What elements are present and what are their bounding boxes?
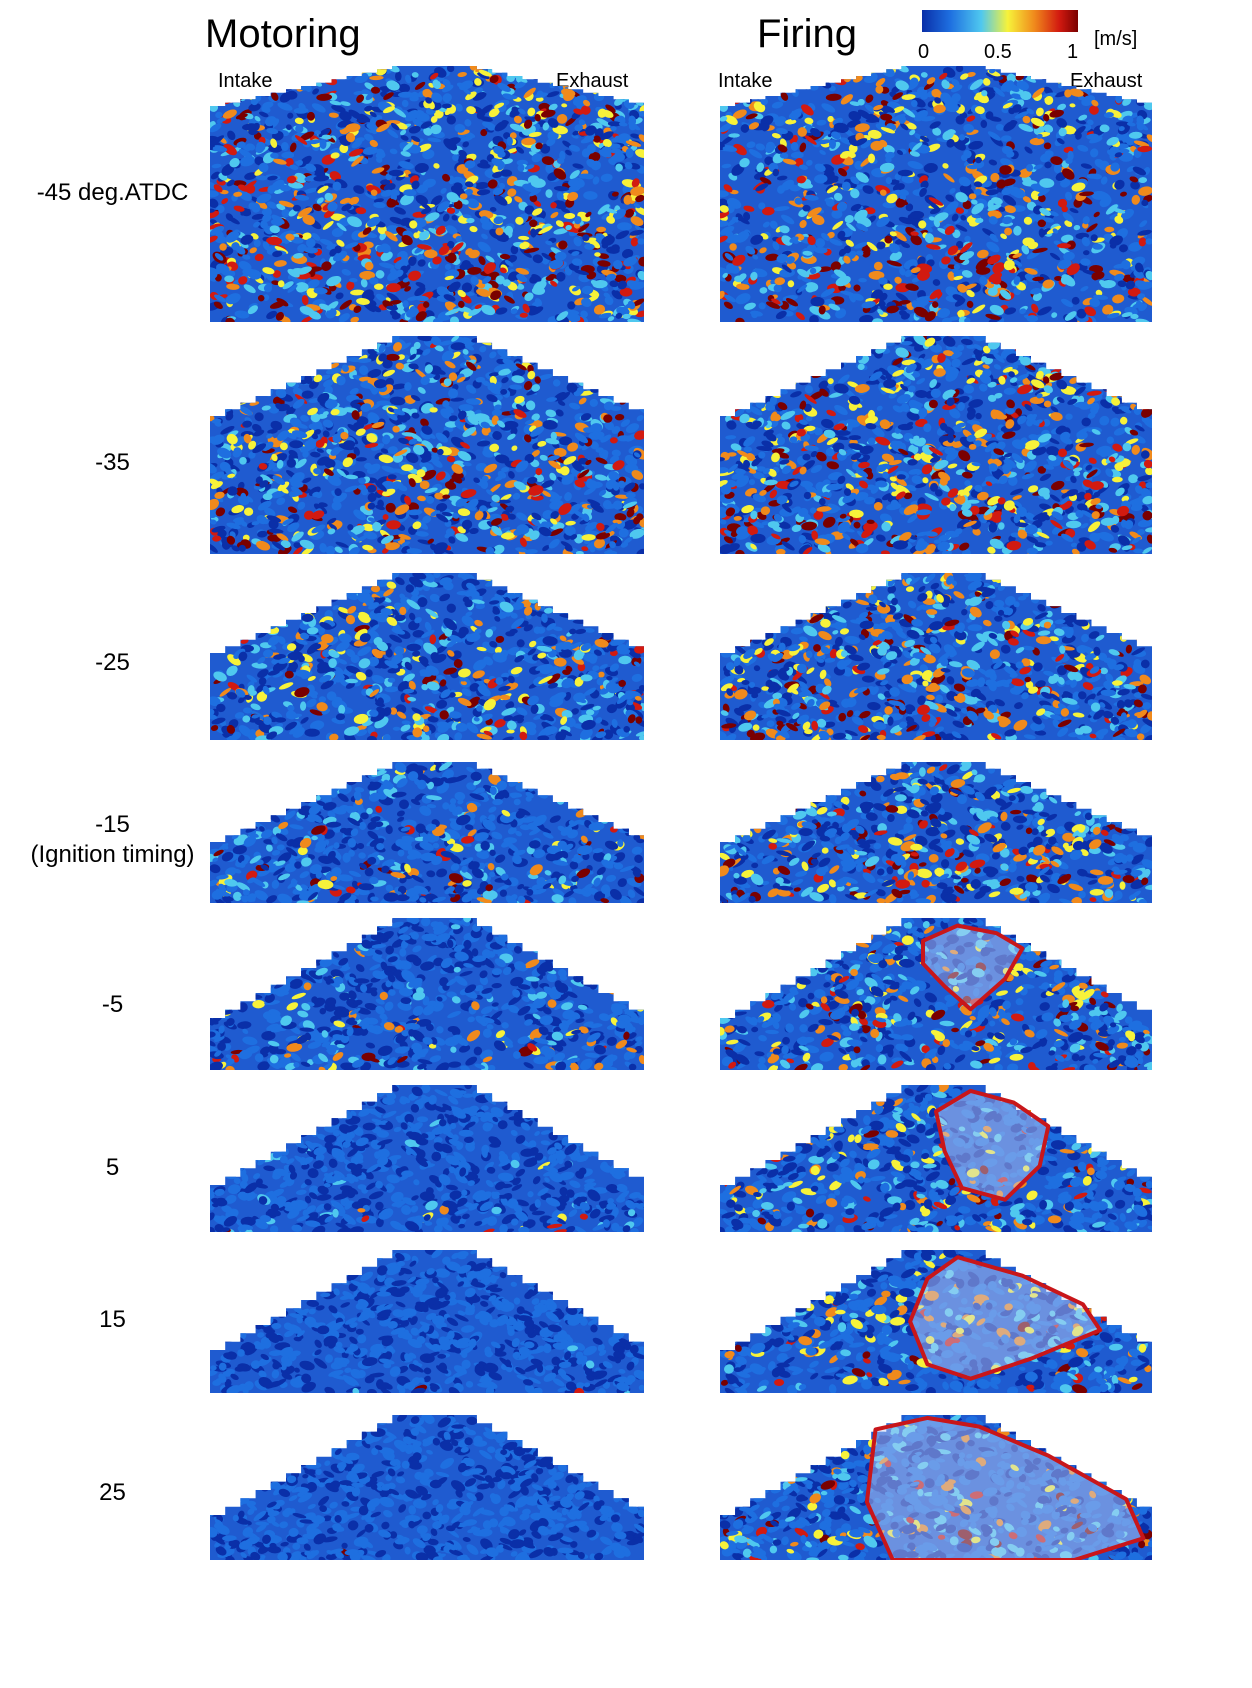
motoring-panel-row-3 — [210, 762, 644, 903]
row-label-7: 25 — [99, 1479, 126, 1506]
row-label-1: -35 — [95, 449, 130, 476]
firing-panel-row-0 — [720, 66, 1152, 322]
row-label-0: -45 deg.ATDC — [36, 179, 189, 206]
row-label-2: -25 — [95, 649, 130, 676]
colorbar-tick-0: 0 — [918, 41, 930, 63]
motoring-panel-row-2 — [210, 573, 644, 740]
motoring-panel-row-7 — [210, 1415, 644, 1560]
motoring-panel-row-4 — [210, 918, 644, 1070]
firing-panel-row-3 — [720, 762, 1152, 903]
firing-panel-row-6 — [720, 1250, 1152, 1393]
colorbar: 0 0.5 1 — [918, 10, 1082, 70]
firing-panel-row-5 — [720, 1085, 1152, 1232]
motoring-title: Motoring — [205, 12, 361, 56]
colorbar-gradient — [922, 10, 1078, 32]
firing-title: Firing — [757, 12, 858, 56]
row-label-6: 15 — [99, 1306, 126, 1333]
colorbar-tick-max: 1 — [1067, 41, 1079, 63]
firing-panel-row-2 — [720, 573, 1152, 740]
colorbar-unit: [m/s] — [1094, 28, 1138, 50]
row-label-3: -15 (Ignition timing) — [30, 811, 195, 868]
motoring-exhaust-label: Exhaust — [556, 70, 629, 92]
firing-panel-row-1 — [720, 336, 1152, 554]
firing-panel-row-4 — [720, 918, 1152, 1070]
firing-panel-row-7 — [720, 1415, 1152, 1560]
row-label-4: -5 — [101, 991, 124, 1018]
flame-front-outline — [921, 923, 1025, 1012]
motoring-panel-row-6 — [210, 1250, 644, 1393]
flame-front-outline — [934, 1088, 1051, 1202]
motoring-intake-label: Intake — [218, 70, 273, 92]
motoring-panel-row-5 — [210, 1085, 644, 1232]
firing-exhaust-label: Exhaust — [1070, 70, 1143, 92]
firing-intake-label: Intake — [718, 70, 773, 92]
motoring-panel-row-0 — [210, 66, 644, 322]
flame-front-outline — [864, 1415, 1146, 1560]
motoring-panel-row-1 — [210, 336, 644, 554]
row-label-5: 5 — [105, 1154, 120, 1181]
flame-front-outline — [908, 1255, 1103, 1381]
colorbar-tick-mid: 0.5 — [984, 41, 1012, 63]
